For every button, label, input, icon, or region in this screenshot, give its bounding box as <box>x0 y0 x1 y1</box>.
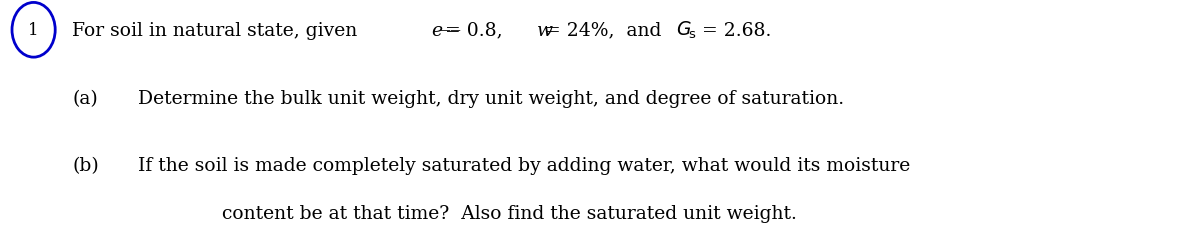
Text: (a): (a) <box>72 90 97 108</box>
Text: content be at that time?  Also find the saturated unit weight.: content be at that time? Also find the s… <box>222 205 797 222</box>
Text: e: e <box>431 22 442 39</box>
Text: 1: 1 <box>29 22 38 39</box>
Text: = 2.68.: = 2.68. <box>696 22 772 39</box>
Text: For soil in natural state, given: For soil in natural state, given <box>72 22 364 39</box>
Text: (b): (b) <box>72 157 98 175</box>
Text: = 24%,  and: = 24%, and <box>545 22 667 39</box>
Text: = 0.8,: = 0.8, <box>439 22 515 39</box>
Text: Determine the bulk unit weight, dry unit weight, and degree of saturation.: Determine the bulk unit weight, dry unit… <box>138 90 844 108</box>
Text: If the soil is made completely saturated by adding water, what would its moistur: If the soil is made completely saturated… <box>138 157 911 175</box>
Text: w: w <box>536 22 553 39</box>
Text: $G_{\!\mathrm{s}}$: $G_{\!\mathrm{s}}$ <box>676 20 696 41</box>
Text: ‒‒: ‒‒ <box>439 22 461 39</box>
